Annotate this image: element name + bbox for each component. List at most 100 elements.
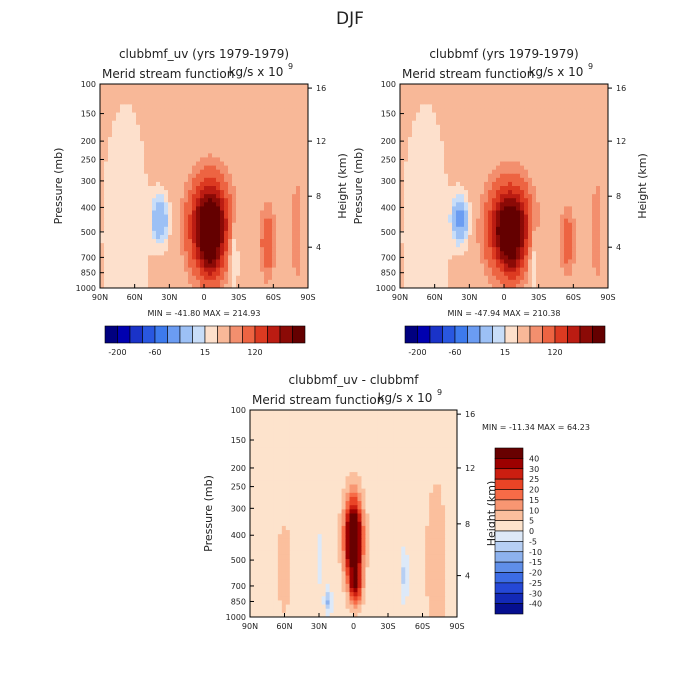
heat-cell (216, 108, 221, 114)
heat-cell (472, 206, 477, 211)
heat-cell (224, 186, 229, 191)
heat-cell (556, 153, 561, 158)
heat-cell (296, 243, 301, 248)
heat-cell (256, 218, 261, 224)
heat-cell (452, 210, 457, 216)
heat-cell (304, 283, 309, 289)
heat-cell (208, 96, 213, 101)
heat-cell (512, 149, 517, 154)
heat-cell (492, 190, 497, 195)
heat-cell (476, 153, 481, 158)
heat-cell (416, 116, 421, 122)
heat-cell (484, 177, 489, 183)
heat-cell (168, 104, 173, 109)
heat-cell (212, 275, 217, 281)
heat-cell (528, 169, 533, 175)
heat-cell (288, 157, 293, 163)
heat-cell (420, 137, 425, 142)
heat-cell (112, 124, 117, 130)
heat-cell (148, 92, 153, 97)
heat-cell (212, 186, 217, 191)
heat-cell (524, 186, 529, 191)
heat-cell (588, 104, 593, 109)
heat-cell (492, 132, 497, 138)
heat-cell (592, 198, 597, 203)
heat-cell (260, 149, 265, 154)
heat-cell (156, 100, 161, 105)
heat-cell (580, 141, 585, 146)
heat-cell (268, 222, 273, 228)
heat-cell (512, 202, 517, 207)
heat-cell (144, 177, 149, 183)
heat-cell (488, 198, 493, 203)
heat-cell (188, 267, 193, 273)
heat-cell (132, 226, 137, 232)
heat-cell (176, 275, 181, 281)
heat-cell (112, 251, 117, 256)
heat-cell (220, 206, 225, 211)
heat-cell (568, 165, 573, 171)
heat-cell (448, 263, 453, 269)
heat-cell (116, 259, 121, 265)
heat-cell (272, 239, 277, 244)
heat-cell (156, 186, 161, 191)
heat-cell (116, 222, 121, 228)
heat-cell (300, 210, 305, 216)
heat-cell (148, 226, 153, 232)
heat-cell (480, 145, 485, 150)
heat-cell (532, 169, 537, 175)
heat-cell (280, 165, 285, 171)
heat-cell (104, 128, 109, 134)
heat-cell (496, 247, 501, 252)
heat-cell (244, 259, 249, 265)
heat-cell (208, 104, 213, 109)
heat-cell (596, 96, 601, 101)
heat-cell (156, 239, 161, 244)
heat-cell (548, 230, 553, 236)
heat-cell (420, 259, 425, 265)
heat-cell (516, 128, 521, 134)
heat-cell (248, 104, 253, 109)
heat-cell (448, 161, 453, 167)
heat-cell (272, 161, 277, 167)
heat-cell (488, 157, 493, 163)
heat-cell (212, 145, 217, 150)
heat-cell (480, 234, 485, 240)
heat-cell (272, 243, 277, 248)
heat-cell (104, 243, 109, 248)
heat-cell (508, 132, 513, 138)
heat-cell (408, 239, 413, 244)
heat-cell (520, 141, 525, 146)
heat-cell (116, 96, 121, 101)
heat-cell (528, 84, 533, 89)
heat-cell (184, 230, 189, 236)
heat-cell (200, 145, 205, 150)
heat-cell (444, 230, 449, 236)
heat-cell (120, 226, 125, 232)
heat-cell (596, 243, 601, 248)
heat-cell (284, 88, 289, 93)
heat-cell (404, 194, 409, 199)
heat-cell (260, 112, 265, 118)
heat-cell (580, 186, 585, 191)
heat-cell (252, 153, 257, 158)
heat-cell (188, 173, 193, 179)
heat-cell (508, 173, 513, 179)
heat-cell (484, 263, 489, 269)
heat-cell (244, 239, 249, 244)
heat-cell (144, 186, 149, 191)
heat-cell (544, 230, 549, 236)
heat-cell (248, 149, 253, 154)
heat-cell (476, 96, 481, 101)
heat-cell (300, 190, 305, 195)
heat-cell (216, 181, 221, 187)
heat-cell (596, 120, 601, 126)
heat-cell (284, 157, 289, 163)
heat-cell (488, 251, 493, 256)
heat-cell (520, 247, 525, 252)
heat-cell (216, 132, 221, 138)
heat-cell (216, 88, 221, 93)
heat-cell (172, 88, 177, 93)
heat-cell (300, 186, 305, 191)
heat-cell (268, 141, 273, 146)
